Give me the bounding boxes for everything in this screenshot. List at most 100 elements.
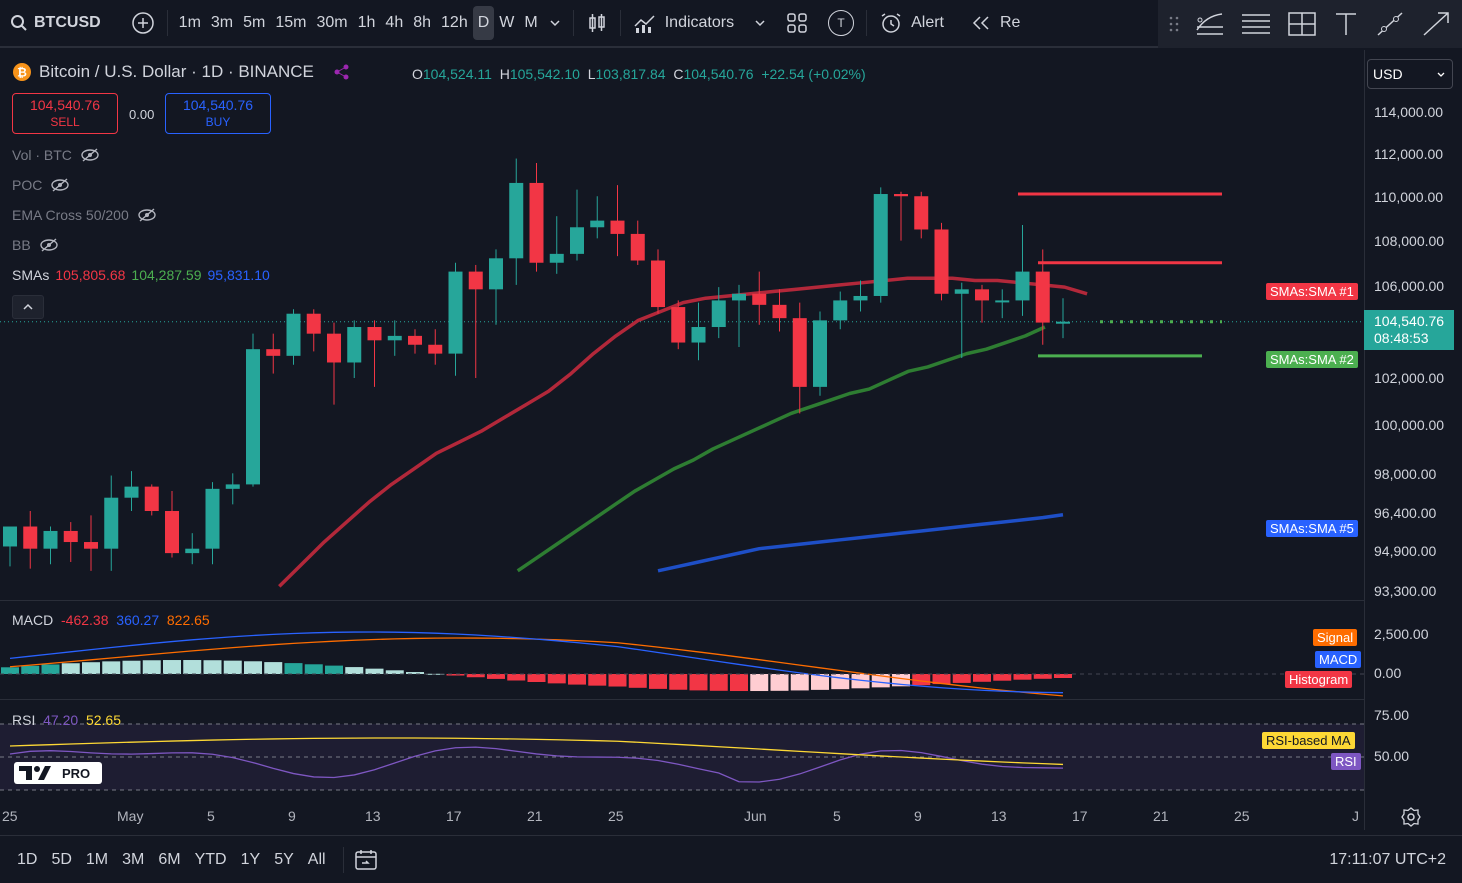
pane-divider-macd[interactable]: [0, 600, 1364, 601]
clock-timezone[interactable]: 17:11:07 UTC+2: [1329, 850, 1446, 868]
timeframe-d[interactable]: D: [472, 6, 495, 40]
bottom-toolbar: 1D 5D 1M 3M 6M YTD 1Y 5Y All 17:11:07 UT…: [0, 835, 1462, 883]
currency-select[interactable]: USD: [1367, 59, 1453, 89]
candle-body: [691, 327, 706, 343]
timeframe-4h[interactable]: 4h: [385, 14, 404, 31]
macd-histogram-bar: [973, 674, 991, 682]
measure-icon[interactable]: [1286, 10, 1318, 38]
macd-histogram-bar: [912, 674, 931, 686]
time-label: 25: [2, 808, 18, 824]
macd-histogram-bar: [709, 674, 728, 691]
compare-button[interactable]: [125, 6, 161, 40]
candle-body: [590, 220, 605, 228]
timeframe-5m[interactable]: 5m: [243, 14, 266, 31]
sma2-line: [516, 325, 1046, 573]
sma5-tag: SMAs:SMA #5: [1266, 520, 1358, 537]
templates-button[interactable]: T: [822, 6, 860, 40]
low-value: 103,817.84: [595, 66, 666, 82]
range-6m[interactable]: 6M: [158, 850, 181, 868]
sell-button[interactable]: 104,540.76 SELL: [12, 93, 118, 134]
rsi-ma-tag: RSI-based MA: [1262, 732, 1355, 749]
candle-body: [873, 194, 888, 296]
candle-body: [570, 227, 584, 254]
macd-histogram-bar: [851, 674, 870, 689]
drag-handle-icon[interactable]: [1168, 14, 1180, 34]
macd-histogram-bar: [770, 674, 789, 691]
candle-body: [144, 486, 159, 511]
time-label: 25: [608, 808, 624, 824]
timeframe-1h[interactable]: 1h: [357, 14, 376, 31]
time-label: 9: [914, 808, 922, 824]
chart-type-button[interactable]: [580, 6, 614, 40]
settings-gear-icon[interactable]: [1401, 807, 1421, 827]
timeframe-30m[interactable]: 30m: [316, 14, 348, 31]
timeframe-12h[interactable]: 12h: [441, 14, 468, 31]
candle-body: [84, 542, 98, 549]
price-label: 108,000.00: [1374, 233, 1445, 249]
range-1m[interactable]: 1M: [85, 850, 109, 868]
tradingview-logo[interactable]: PRO: [14, 762, 102, 784]
range-5d[interactable]: 5D: [51, 850, 72, 868]
range-ytd[interactable]: YTD: [194, 850, 227, 868]
sell-price: 104,540.76: [29, 96, 101, 113]
sma2-tag: SMAs:SMA #2: [1266, 351, 1358, 368]
indicator-poc[interactable]: POC: [12, 177, 70, 193]
replay-button[interactable]: Re: [964, 6, 1026, 40]
price-label: 93,300.00: [1374, 583, 1437, 599]
macd-axis-label: 0.00: [1374, 665, 1402, 681]
price-chart[interactable]: [0, 50, 1364, 835]
range-1y[interactable]: 1Y: [240, 850, 261, 868]
indicator-smas-label: SMAs: [12, 267, 50, 283]
timeframe-8h[interactable]: 8h: [413, 14, 432, 31]
indicators-icon: [634, 15, 655, 33]
candle-body: [732, 293, 746, 301]
eye-off-icon[interactable]: [137, 208, 157, 222]
indicator-vol[interactable]: Vol · BTC: [12, 147, 100, 163]
trend-line-icon[interactable]: [1374, 10, 1406, 38]
rsi-legend[interactable]: RSI 47.20 52.65: [12, 712, 121, 728]
sma1-line: [278, 276, 1088, 588]
eye-off-icon[interactable]: [50, 178, 70, 192]
macd-histogram-bar: [365, 668, 384, 674]
macd-histogram-bar: [628, 674, 647, 688]
indicators-button[interactable]: Indicators: [627, 6, 740, 40]
text-tool-icon[interactable]: [1332, 10, 1360, 38]
indicators-dropdown[interactable]: [748, 6, 772, 40]
candle-body: [387, 335, 402, 341]
timeframe-m[interactable]: M: [524, 14, 538, 31]
timeframe-w[interactable]: W: [499, 14, 515, 31]
range-5y[interactable]: 5Y: [274, 850, 294, 868]
candle-body: [1056, 321, 1070, 324]
fib-retracement-icon[interactable]: [1240, 10, 1272, 38]
pitchfork-icon[interactable]: [1194, 10, 1226, 38]
candle-body: [43, 530, 58, 549]
indicator-smas[interactable]: SMAs 105,805.68 104,287.59 95,831.10: [12, 267, 270, 283]
alert-button[interactable]: Alert: [873, 6, 950, 40]
buy-button[interactable]: 104,540.76 BUY: [165, 93, 271, 134]
close-label: C: [673, 66, 684, 82]
range-3m[interactable]: 3M: [122, 850, 145, 868]
arrow-tool-icon[interactable]: [1420, 10, 1452, 38]
macd-legend[interactable]: MACD -462.38 360.27 822.65: [12, 612, 210, 628]
indicator-ema-cross[interactable]: EMA Cross 50/200: [12, 207, 157, 223]
calendar-goto-icon[interactable]: [354, 848, 380, 872]
layouts-button[interactable]: [780, 6, 814, 40]
eye-off-icon[interactable]: [80, 148, 100, 162]
eye-off-icon[interactable]: [39, 238, 59, 252]
timeframe-1m[interactable]: 1m: [178, 14, 201, 31]
price-axis[interactable]: [1364, 50, 1462, 830]
timeframe-15m[interactable]: 15m: [275, 14, 307, 31]
macd-histogram-bar: [1, 667, 19, 674]
collapse-legend-button[interactable]: [12, 295, 44, 319]
range-all[interactable]: All: [307, 850, 326, 868]
timeframe-dropdown[interactable]: [543, 6, 567, 40]
pane-divider-rsi[interactable]: [0, 699, 1364, 700]
network-icon[interactable]: [332, 63, 352, 81]
candle-body: [934, 229, 949, 294]
range-1d[interactable]: 1D: [17, 850, 38, 868]
symbol-search[interactable]: BTCUSD: [0, 6, 107, 40]
sell-label: SELL: [50, 114, 80, 129]
indicator-bb[interactable]: BB: [12, 237, 59, 253]
current-price: 104,540.76: [1374, 313, 1445, 329]
timeframe-3m[interactable]: 3m: [210, 14, 234, 31]
